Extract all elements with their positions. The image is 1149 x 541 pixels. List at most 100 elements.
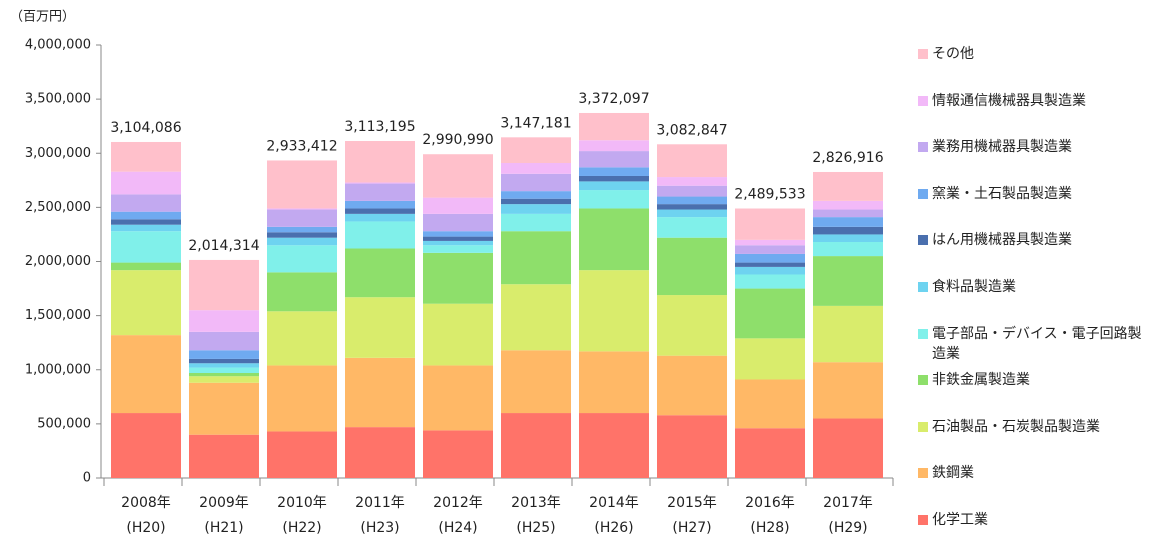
legend-label: はん用機械器具製造業 (932, 232, 1072, 249)
bar-segment (189, 367, 259, 373)
legend-swatch (918, 95, 928, 106)
total-label: 3,082,847 (656, 122, 727, 138)
bar-segment (267, 232, 337, 238)
bar-segment (267, 311, 337, 366)
x-tick-label: 2014年 (589, 495, 639, 511)
bar-segment (189, 382, 259, 435)
bar-segment (267, 272, 337, 312)
total-label: 3,104,086 (110, 120, 181, 136)
bar-segment (267, 245, 337, 273)
bar-segment (111, 224, 181, 232)
bar-segment (813, 418, 883, 478)
bar-segment (813, 171, 883, 201)
y-axis-unit: （百万円） (10, 10, 75, 25)
bar-segment (111, 262, 181, 271)
bar-segment (345, 297, 415, 358)
bar-segment (345, 208, 415, 214)
x-tick-sublabel: (H20) (126, 520, 165, 536)
y-tick-label: 0 (83, 471, 91, 486)
bar-segment (267, 209, 337, 227)
total-label: 2,489,533 (734, 187, 805, 203)
bar-segment (501, 191, 571, 199)
legend-item: その他 (918, 44, 1142, 64)
total-label: 3,372,097 (578, 91, 649, 107)
bar-segment (501, 350, 571, 414)
legend-label: 業務用機械器具製造業 (932, 139, 1072, 156)
bar-segment (345, 248, 415, 298)
bar-segment (579, 175, 649, 182)
bar-segment (657, 415, 727, 478)
legend-label: 鉄鋼業 (932, 465, 974, 482)
bar-segment (189, 350, 259, 359)
legend-item: 電子部品・デバイス・電子回路製造業 (918, 324, 1142, 364)
bar-segment (189, 372, 259, 377)
x-tick-sublabel: (H26) (594, 520, 633, 536)
bar-segment (423, 245, 493, 253)
legend-swatch (918, 468, 928, 479)
legend-label: その他 (932, 46, 974, 62)
bar-segment (345, 182, 415, 184)
y-tick-label: 4,000,000 (25, 38, 91, 53)
bar-segment (501, 137, 571, 163)
total-label: 2,014,314 (188, 238, 259, 254)
plot: （百万円） 0 500,000 1,000,000 1,500,000 2,000,00… (10, 10, 894, 536)
legend-item: 窯業・土石製品製造業 (918, 184, 1142, 204)
bar-segment (735, 274, 805, 289)
bar-segment (657, 144, 727, 178)
bar-segment (501, 413, 571, 478)
bar-segment (501, 162, 571, 174)
bar-segment (345, 140, 415, 183)
bar-segment (111, 413, 181, 478)
bar-segment (657, 217, 727, 238)
y-tick-label: 500,000 (37, 416, 91, 431)
legend-swatch (918, 375, 928, 386)
bar-segment (267, 237, 337, 246)
bar-segment (189, 331, 259, 351)
x-tick-sublabel: (H27) (672, 520, 711, 536)
bar-segment (813, 209, 883, 218)
bar-segment (267, 431, 337, 478)
legend-swatch (918, 328, 928, 339)
bar-segment (189, 358, 259, 364)
bar-segment (501, 173, 571, 192)
x-tick-sublabel: (H23) (360, 520, 399, 536)
legend-item: 食料品製造業 (918, 277, 1142, 297)
x-tick-sublabel: (H25) (516, 520, 555, 536)
bar-segment (579, 190, 649, 209)
bar-segment (657, 177, 727, 186)
legend-label: 電子部品・デバイス・電子回路製造業 (932, 325, 1142, 362)
bar-segment (735, 338, 805, 380)
legend-swatch (918, 235, 928, 246)
bar-segment (501, 231, 571, 285)
y-tick-label: 1,500,000 (25, 308, 91, 323)
bar-segment (657, 196, 727, 205)
bar-segment (657, 209, 727, 218)
bar-segment (813, 200, 883, 210)
bar-segment (813, 234, 883, 243)
bar-segment (267, 160, 337, 209)
x-tick-sublabel: (H22) (282, 520, 321, 536)
bar-segment (579, 167, 649, 176)
x-tick-label: 2017年 (823, 495, 873, 511)
legend-swatch (918, 282, 928, 292)
bar-segment (735, 253, 805, 263)
bar-segment (813, 256, 883, 306)
bar-segment (735, 266, 805, 275)
bar-segment (189, 310, 259, 332)
bar-segment (813, 217, 883, 227)
bar-segment (423, 365, 493, 431)
y-tick-label: 3,500,000 (25, 92, 91, 107)
bar-segment (345, 183, 415, 201)
bar-segment (111, 171, 181, 195)
legend-item: 化学工業 (918, 510, 1142, 530)
bar-segment (579, 181, 649, 191)
x-tick-label: 2010年 (277, 495, 327, 511)
bar-segment (735, 208, 805, 240)
legend-swatch (918, 188, 928, 199)
bar-segment (423, 154, 493, 198)
total-label: 3,147,181 (500, 115, 571, 131)
bar-segment (735, 428, 805, 478)
bar-segment (423, 252, 493, 304)
bar-segment (735, 245, 805, 254)
bar-segment (735, 262, 805, 267)
